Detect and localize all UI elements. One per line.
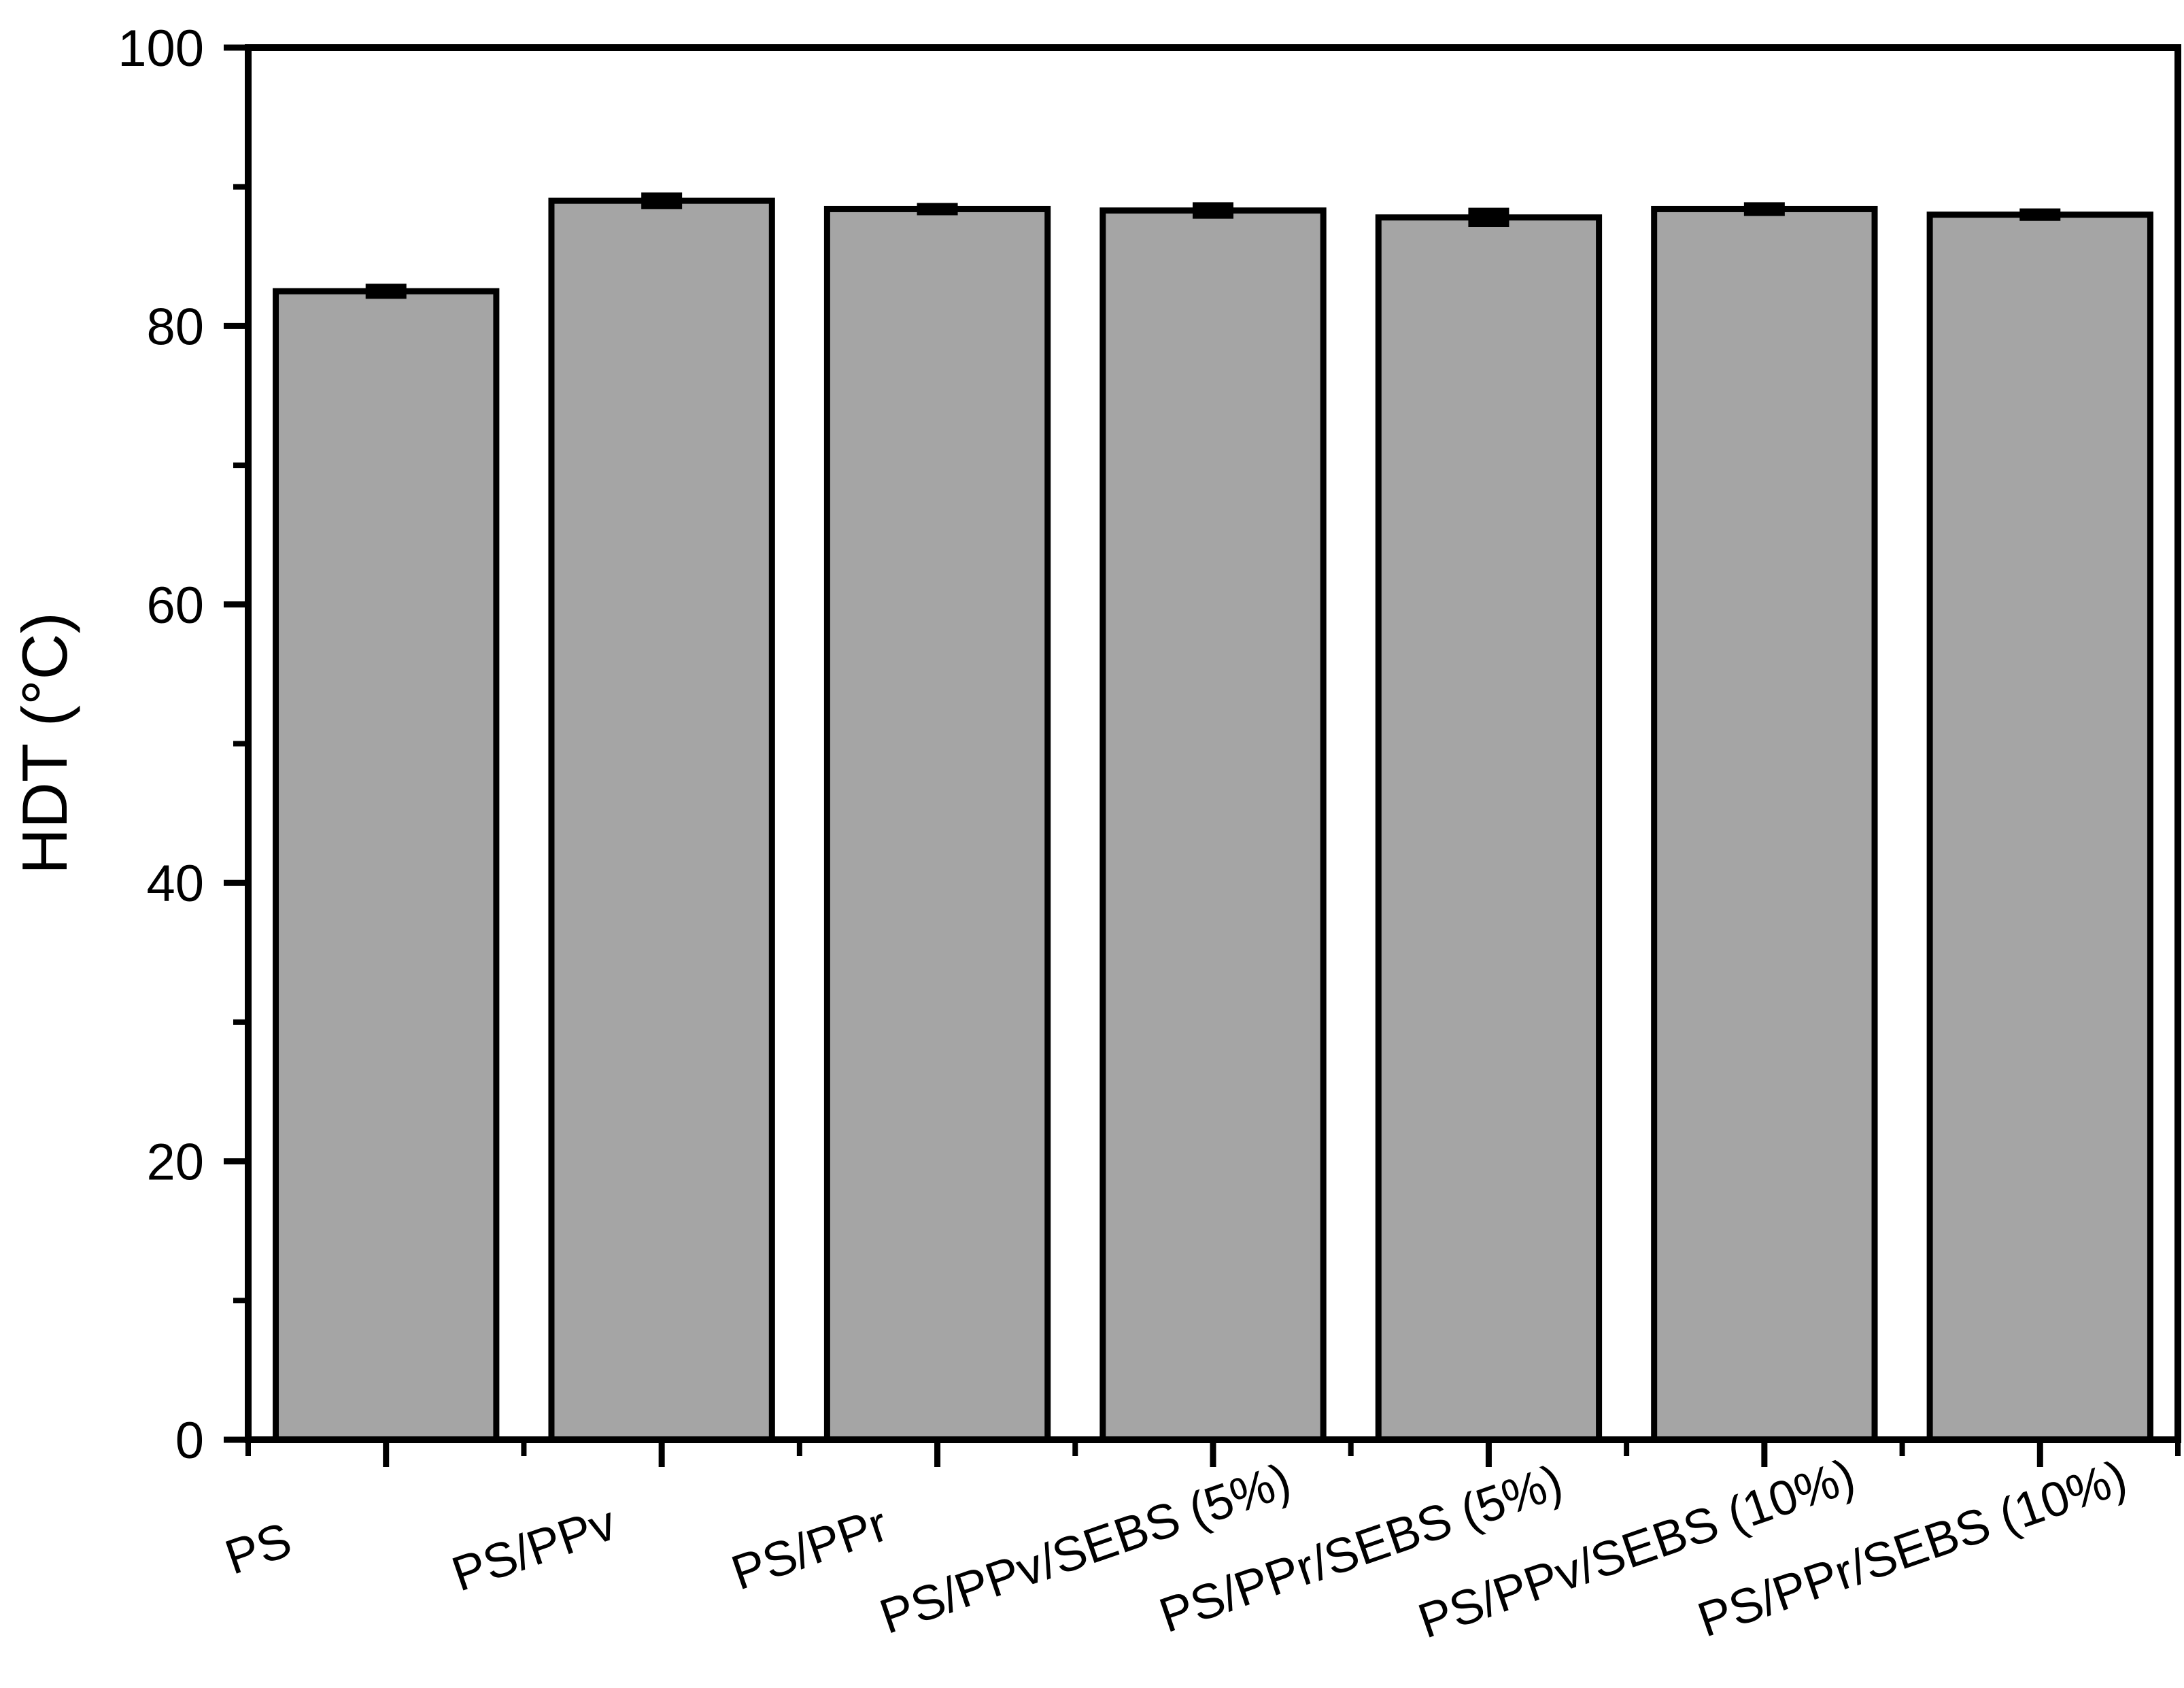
y-tick-label: 0: [175, 1412, 204, 1470]
bar: [1926, 212, 2153, 1443]
y-axis-title: HDT (°C): [9, 612, 80, 875]
bar: [823, 205, 1051, 1443]
y-tick-label: 40: [146, 855, 204, 913]
y-tick-label: 60: [146, 577, 204, 635]
y-tick-label: 100: [118, 20, 204, 78]
y-tick-label: 80: [146, 298, 204, 356]
bar: [1651, 205, 1878, 1443]
bar: [1099, 207, 1327, 1443]
bar: [548, 197, 775, 1443]
bar: [273, 288, 500, 1443]
bar: [1375, 214, 1603, 1443]
y-tick-label: 20: [146, 1134, 204, 1192]
